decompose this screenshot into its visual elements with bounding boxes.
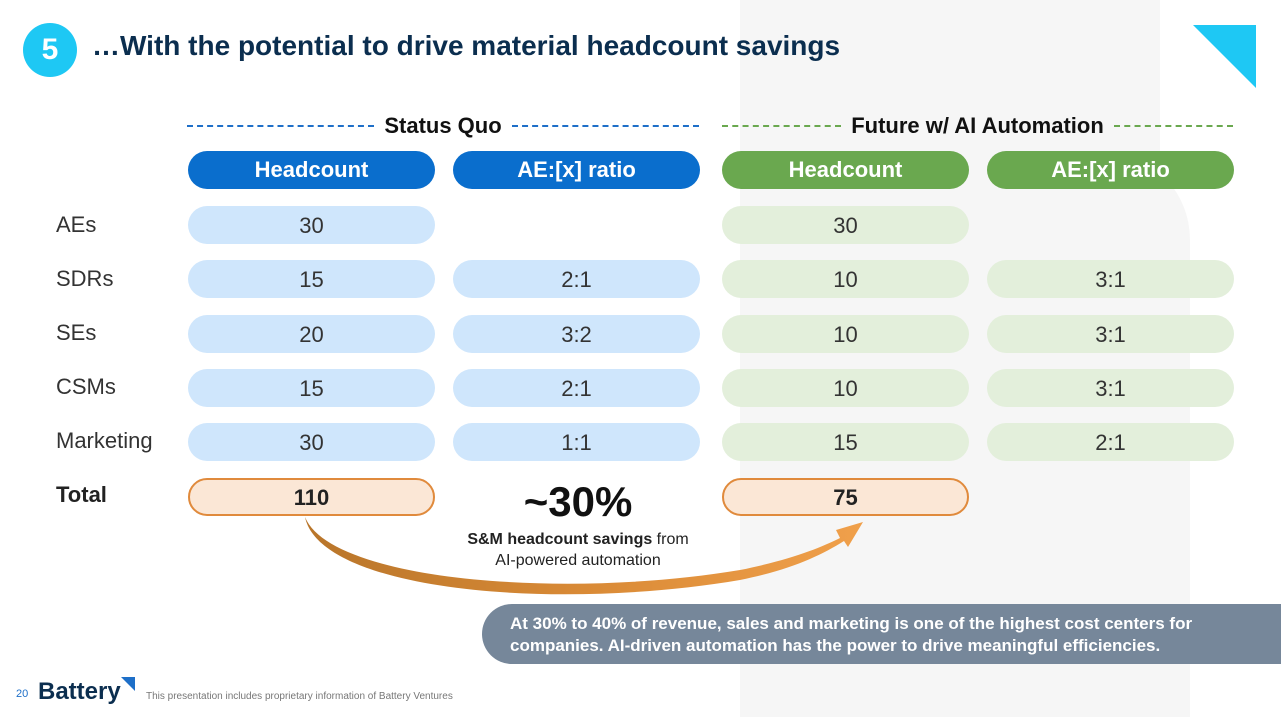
footer-note: This presentation includes proprietary i… (146, 691, 453, 702)
step-number-badge: 5 (23, 23, 77, 77)
cell-future-ratio: 3:1 (987, 315, 1234, 353)
page-number: 20 (16, 688, 29, 700)
row-label-csms: CSMs (56, 374, 116, 399)
cell-future-ratio: 3:1 (987, 369, 1234, 407)
status-quo-group-header: Status Quo (187, 111, 699, 141)
cell-future-headcount: 10 (722, 260, 969, 298)
cell-sq-headcount: 20 (188, 315, 435, 353)
cell-sq-ratio: 2:1 (453, 260, 700, 298)
cell-sq-headcount: 30 (188, 206, 435, 244)
savings-description: S&M headcount savings from AI-powered au… (440, 529, 716, 571)
dashed-rule (722, 125, 842, 127)
battery-logo: Battery (38, 678, 121, 705)
logo-triangle-icon (121, 677, 135, 691)
cell-future-headcount: 30 (722, 206, 969, 244)
column-header-sq-ratio: AE:[x] ratio (453, 151, 700, 189)
cell-sq-headcount: 30 (188, 423, 435, 461)
row-label-total: Total (56, 482, 107, 507)
cell-sq-headcount: 15 (188, 369, 435, 407)
row-label-marketing: Marketing (56, 428, 153, 453)
future-group-header: Future w/ AI Automation (722, 111, 1234, 141)
dashed-rule (511, 125, 699, 127)
cell-sq-ratio: 2:1 (453, 369, 700, 407)
cell-future-headcount: 10 (722, 369, 969, 407)
savings-percentage: ~30% (523, 478, 633, 525)
callout-box: At 30% to 40% of revenue, sales and mark… (482, 604, 1281, 664)
row-label-ses: SEs (56, 320, 97, 345)
column-header-sq-headcount: Headcount (188, 151, 435, 189)
cell-sq-ratio: 1:1 (453, 423, 700, 461)
dashed-rule (187, 125, 375, 127)
savings-bold-text: S&M headcount savings (467, 531, 653, 548)
row-label-aes: AEs (56, 212, 97, 237)
cell-sq-headcount: 15 (188, 260, 435, 298)
cell-future-ratio: 3:1 (987, 260, 1234, 298)
savings-line2: AI-powered automation (495, 552, 661, 569)
column-header-future-headcount: Headcount (722, 151, 969, 189)
row-label-sdrs: SDRs (56, 266, 114, 291)
savings-rest-text: from (652, 531, 689, 548)
callout-line2: companies. AI-driven automation has the … (510, 636, 1161, 655)
cell-total-sq-headcount: 110 (188, 478, 435, 516)
cell-future-ratio: 2:1 (987, 423, 1234, 461)
corner-triangle-icon (1193, 25, 1256, 88)
cell-future-headcount: 10 (722, 315, 969, 353)
cell-total-future-headcount: 75 (722, 478, 969, 516)
future-label: Future w/ AI Automation (851, 113, 1104, 138)
cell-sq-ratio: 3:2 (453, 315, 700, 353)
cell-future-headcount: 15 (722, 423, 969, 461)
dashed-rule (1113, 125, 1234, 127)
callout-line1: At 30% to 40% of revenue, sales and mark… (510, 614, 1193, 633)
column-header-future-ratio: AE:[x] ratio (987, 151, 1234, 189)
page-title: …With the potential to drive material he… (92, 30, 841, 61)
status-quo-label: Status Quo (384, 113, 502, 138)
